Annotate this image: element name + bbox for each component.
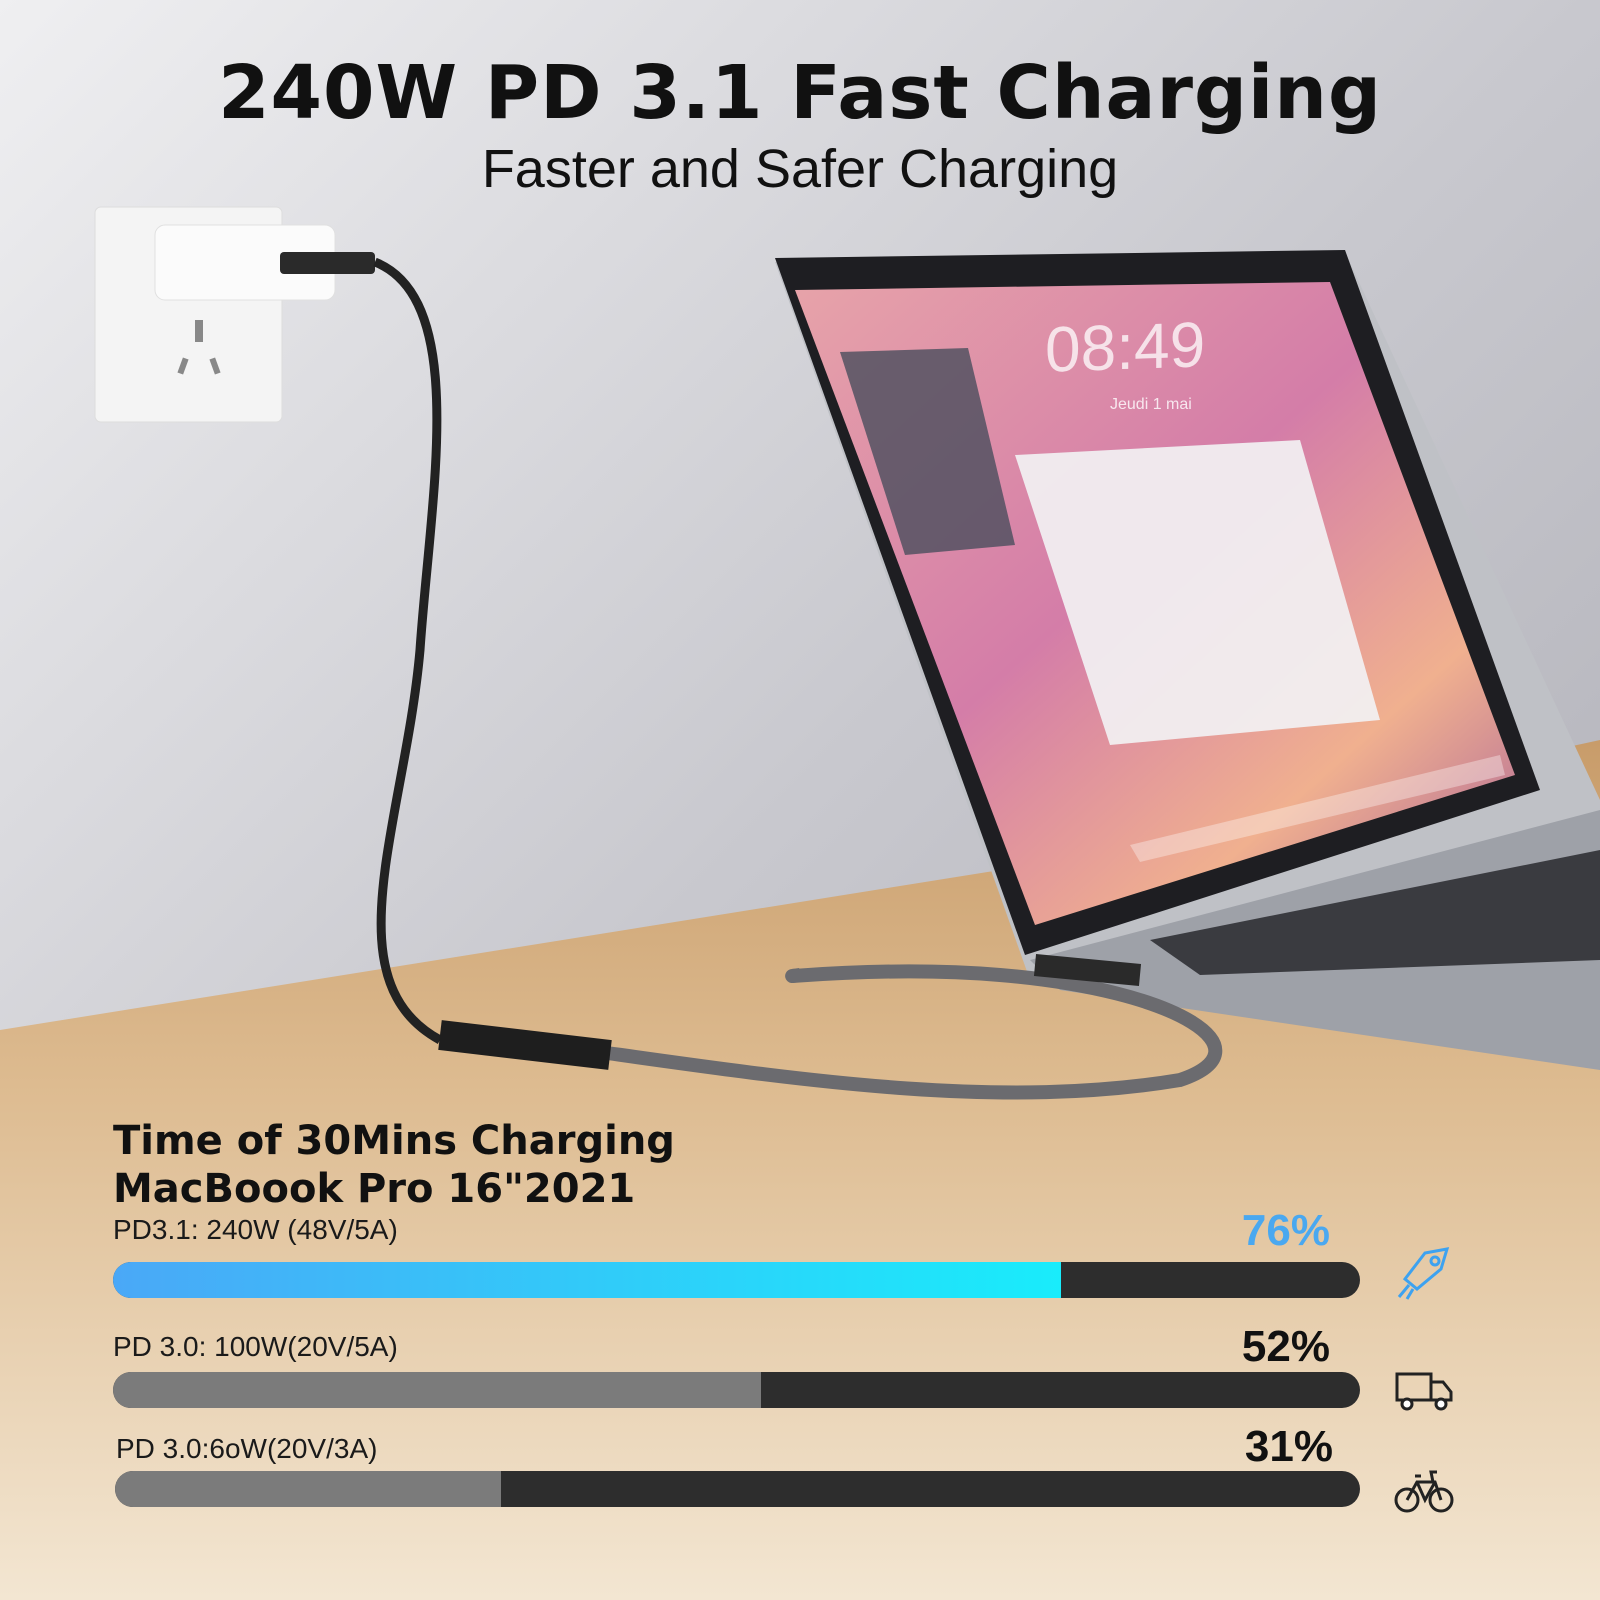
row-percent-pd30-100w: 52% <box>1241 1322 1330 1371</box>
bicycle-icon <box>1394 1470 1454 1513</box>
comparison-title: Time of 30Mins Charging MacBoook Pro 16"… <box>113 1117 675 1213</box>
row-percent-pd30-60w: 31% <box>1244 1422 1333 1471</box>
laptop-date: Jeudi 1 mai <box>1110 396 1192 413</box>
comparison-title-line2: MacBoook Pro 16"2021 <box>113 1166 636 1212</box>
wall-outlet <box>94 206 375 423</box>
comparison-title-line1: Time of 30Mins Charging <box>113 1118 675 1164</box>
progress-fill <box>113 1262 1061 1298</box>
progress-fill <box>113 1372 762 1408</box>
row-label-pd31: PD3.1: 240W (48V/5A) <box>113 1214 398 1245</box>
progress-bar-pd30-100w <box>113 1372 1360 1408</box>
rocket-icon <box>1397 1247 1450 1300</box>
usb-c-cable <box>373 257 1223 1100</box>
page-subtitle: Faster and Safer Charging <box>481 139 1119 199</box>
laptop-clock: 08:49 <box>1045 308 1206 386</box>
row-label-pd30-100w: PD 3.0: 100W(20V/5A) <box>113 1331 398 1362</box>
progress-fill <box>115 1471 501 1507</box>
progress-bar-pd31 <box>113 1262 1360 1298</box>
progress-bar-pd30-60w <box>115 1471 1360 1507</box>
row-percent-pd31: 76% <box>1241 1206 1330 1255</box>
row-label-pd30-60w: PD 3.0:6oW(20V/3A) <box>116 1433 378 1464</box>
truck-icon <box>1395 1372 1453 1411</box>
page-title: 240W PD 3.1 Fast Charging <box>218 50 1382 136</box>
